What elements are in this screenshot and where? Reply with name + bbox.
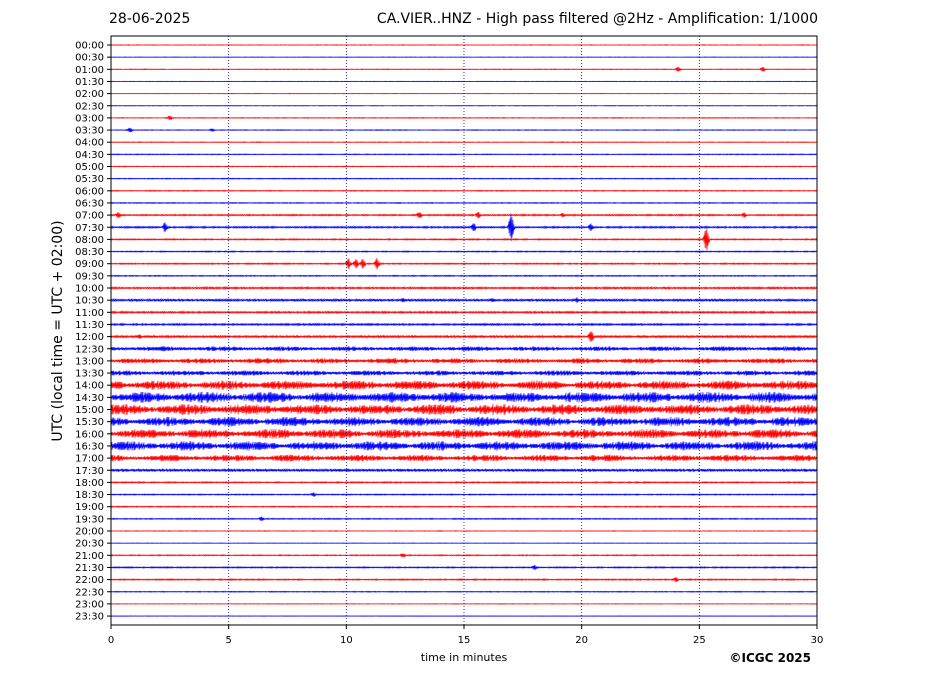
- y-tick-label: 23:30: [75, 612, 104, 623]
- x-axis: 0 5 10 15 20 25 30: [108, 625, 824, 646]
- x-tick-label: 30: [811, 635, 824, 646]
- trace-0630: [110, 201, 818, 205]
- plot-date: 28-06-2025: [109, 11, 191, 27]
- trace-1530: [110, 416, 818, 427]
- trace-0700: [110, 211, 818, 219]
- y-tick-label: 11:30: [75, 320, 104, 331]
- trace-1700: [110, 454, 818, 462]
- y-axis-label: UTC (local time = UTC + 02:00): [50, 220, 66, 442]
- y-tick-label: 22:30: [75, 587, 104, 598]
- x-axis-label: time in minutes: [420, 651, 508, 664]
- y-tick-label: 21:30: [75, 563, 104, 574]
- y-tick-label: 14:30: [75, 393, 104, 404]
- y-tick-label: 11:00: [75, 308, 104, 319]
- y-tick-label: 17:00: [75, 454, 104, 465]
- vertical-grid: [228, 36, 700, 625]
- y-tick-label: 12:00: [75, 332, 104, 343]
- plot-title: CA.VIER..HNZ - High pass filtered @2Hz -…: [376, 11, 818, 27]
- y-tick-label: 20:30: [75, 539, 104, 550]
- trace-0600: [110, 189, 818, 193]
- y-tick-label: 08:00: [75, 235, 104, 246]
- y-tick-label: 01:00: [75, 65, 104, 76]
- y-tick-label: 05:00: [75, 162, 104, 173]
- trace-1900: [110, 505, 818, 509]
- trace-1800: [110, 480, 818, 485]
- y-tick-label: 15:00: [75, 405, 104, 416]
- y-tick-label: 06:00: [75, 186, 104, 197]
- y-tick-label: 18:30: [75, 490, 104, 501]
- trace-1330: [110, 370, 818, 376]
- y-tick-label: 01:30: [75, 77, 104, 88]
- x-tick-label: 0: [108, 635, 114, 646]
- y-tick-label: 04:00: [75, 138, 104, 149]
- y-tick-label: 05:30: [75, 174, 104, 185]
- trace-0530: [110, 177, 818, 180]
- trace-0330: [110, 127, 818, 133]
- copyright-credit: ©ICGC 2025: [729, 651, 811, 665]
- y-tick-label: 14:00: [75, 381, 104, 392]
- y-tick-label: 12:30: [75, 344, 104, 355]
- trace-0500: [110, 165, 818, 168]
- trace-1600: [110, 428, 818, 439]
- y-tick-label: 21:00: [75, 551, 104, 562]
- y-tick-label: 19:30: [75, 514, 104, 525]
- x-tick-label: 5: [225, 635, 231, 646]
- x-tick-label: 10: [340, 635, 353, 646]
- x-tick-label: 25: [693, 635, 706, 646]
- y-tick-label: 13:30: [75, 369, 104, 380]
- y-tick-label: 00:00: [75, 41, 104, 52]
- y-tick-label: 06:30: [75, 198, 104, 209]
- y-tick-label: 09:00: [75, 259, 104, 270]
- y-tick-label: 04:30: [75, 150, 104, 161]
- y-tick-label: 10:00: [75, 284, 104, 295]
- x-tick-label: 15: [458, 635, 471, 646]
- y-tick-label: 18:00: [75, 478, 104, 489]
- y-tick-label: 16:30: [75, 441, 104, 452]
- trace-0400: [110, 141, 818, 144]
- y-tick-label: 00:30: [75, 53, 104, 64]
- y-tick-label: 08:30: [75, 247, 104, 258]
- y-tick-label: 02:00: [75, 89, 104, 100]
- y-tick-label: 02:30: [75, 101, 104, 112]
- y-tick-label: 17:30: [75, 466, 104, 477]
- trace-1730: [110, 467, 818, 473]
- y-tick-label: 07:00: [75, 211, 104, 222]
- y-tick-label: 19:00: [75, 502, 104, 513]
- y-tick-label: 15:30: [75, 417, 104, 428]
- trace-0930: [110, 274, 818, 278]
- x-tick-label: 20: [575, 635, 588, 646]
- y-tick-label: 03:00: [75, 113, 104, 124]
- trace-0430: [110, 153, 818, 156]
- y-tick-label: 03:30: [75, 126, 104, 137]
- y-tick-label: 13:00: [75, 356, 104, 367]
- trace-0830: [110, 250, 818, 253]
- trace-0730: [110, 213, 818, 242]
- y-tick-label: 20:00: [75, 527, 104, 538]
- trace-1630: [110, 441, 818, 451]
- y-tick-label: 16:00: [75, 429, 104, 440]
- y-tick-label: 10:30: [75, 296, 104, 307]
- trace-1930: [110, 516, 818, 522]
- trace-0800: [110, 228, 818, 251]
- y-tick-label: 23:00: [75, 599, 104, 610]
- y-tick-label: 09:30: [75, 271, 104, 282]
- y-tick-label: 07:30: [75, 223, 104, 234]
- trace-0900: [110, 257, 818, 270]
- trace-1830: [110, 492, 818, 497]
- y-tick-label: 22:00: [75, 575, 104, 586]
